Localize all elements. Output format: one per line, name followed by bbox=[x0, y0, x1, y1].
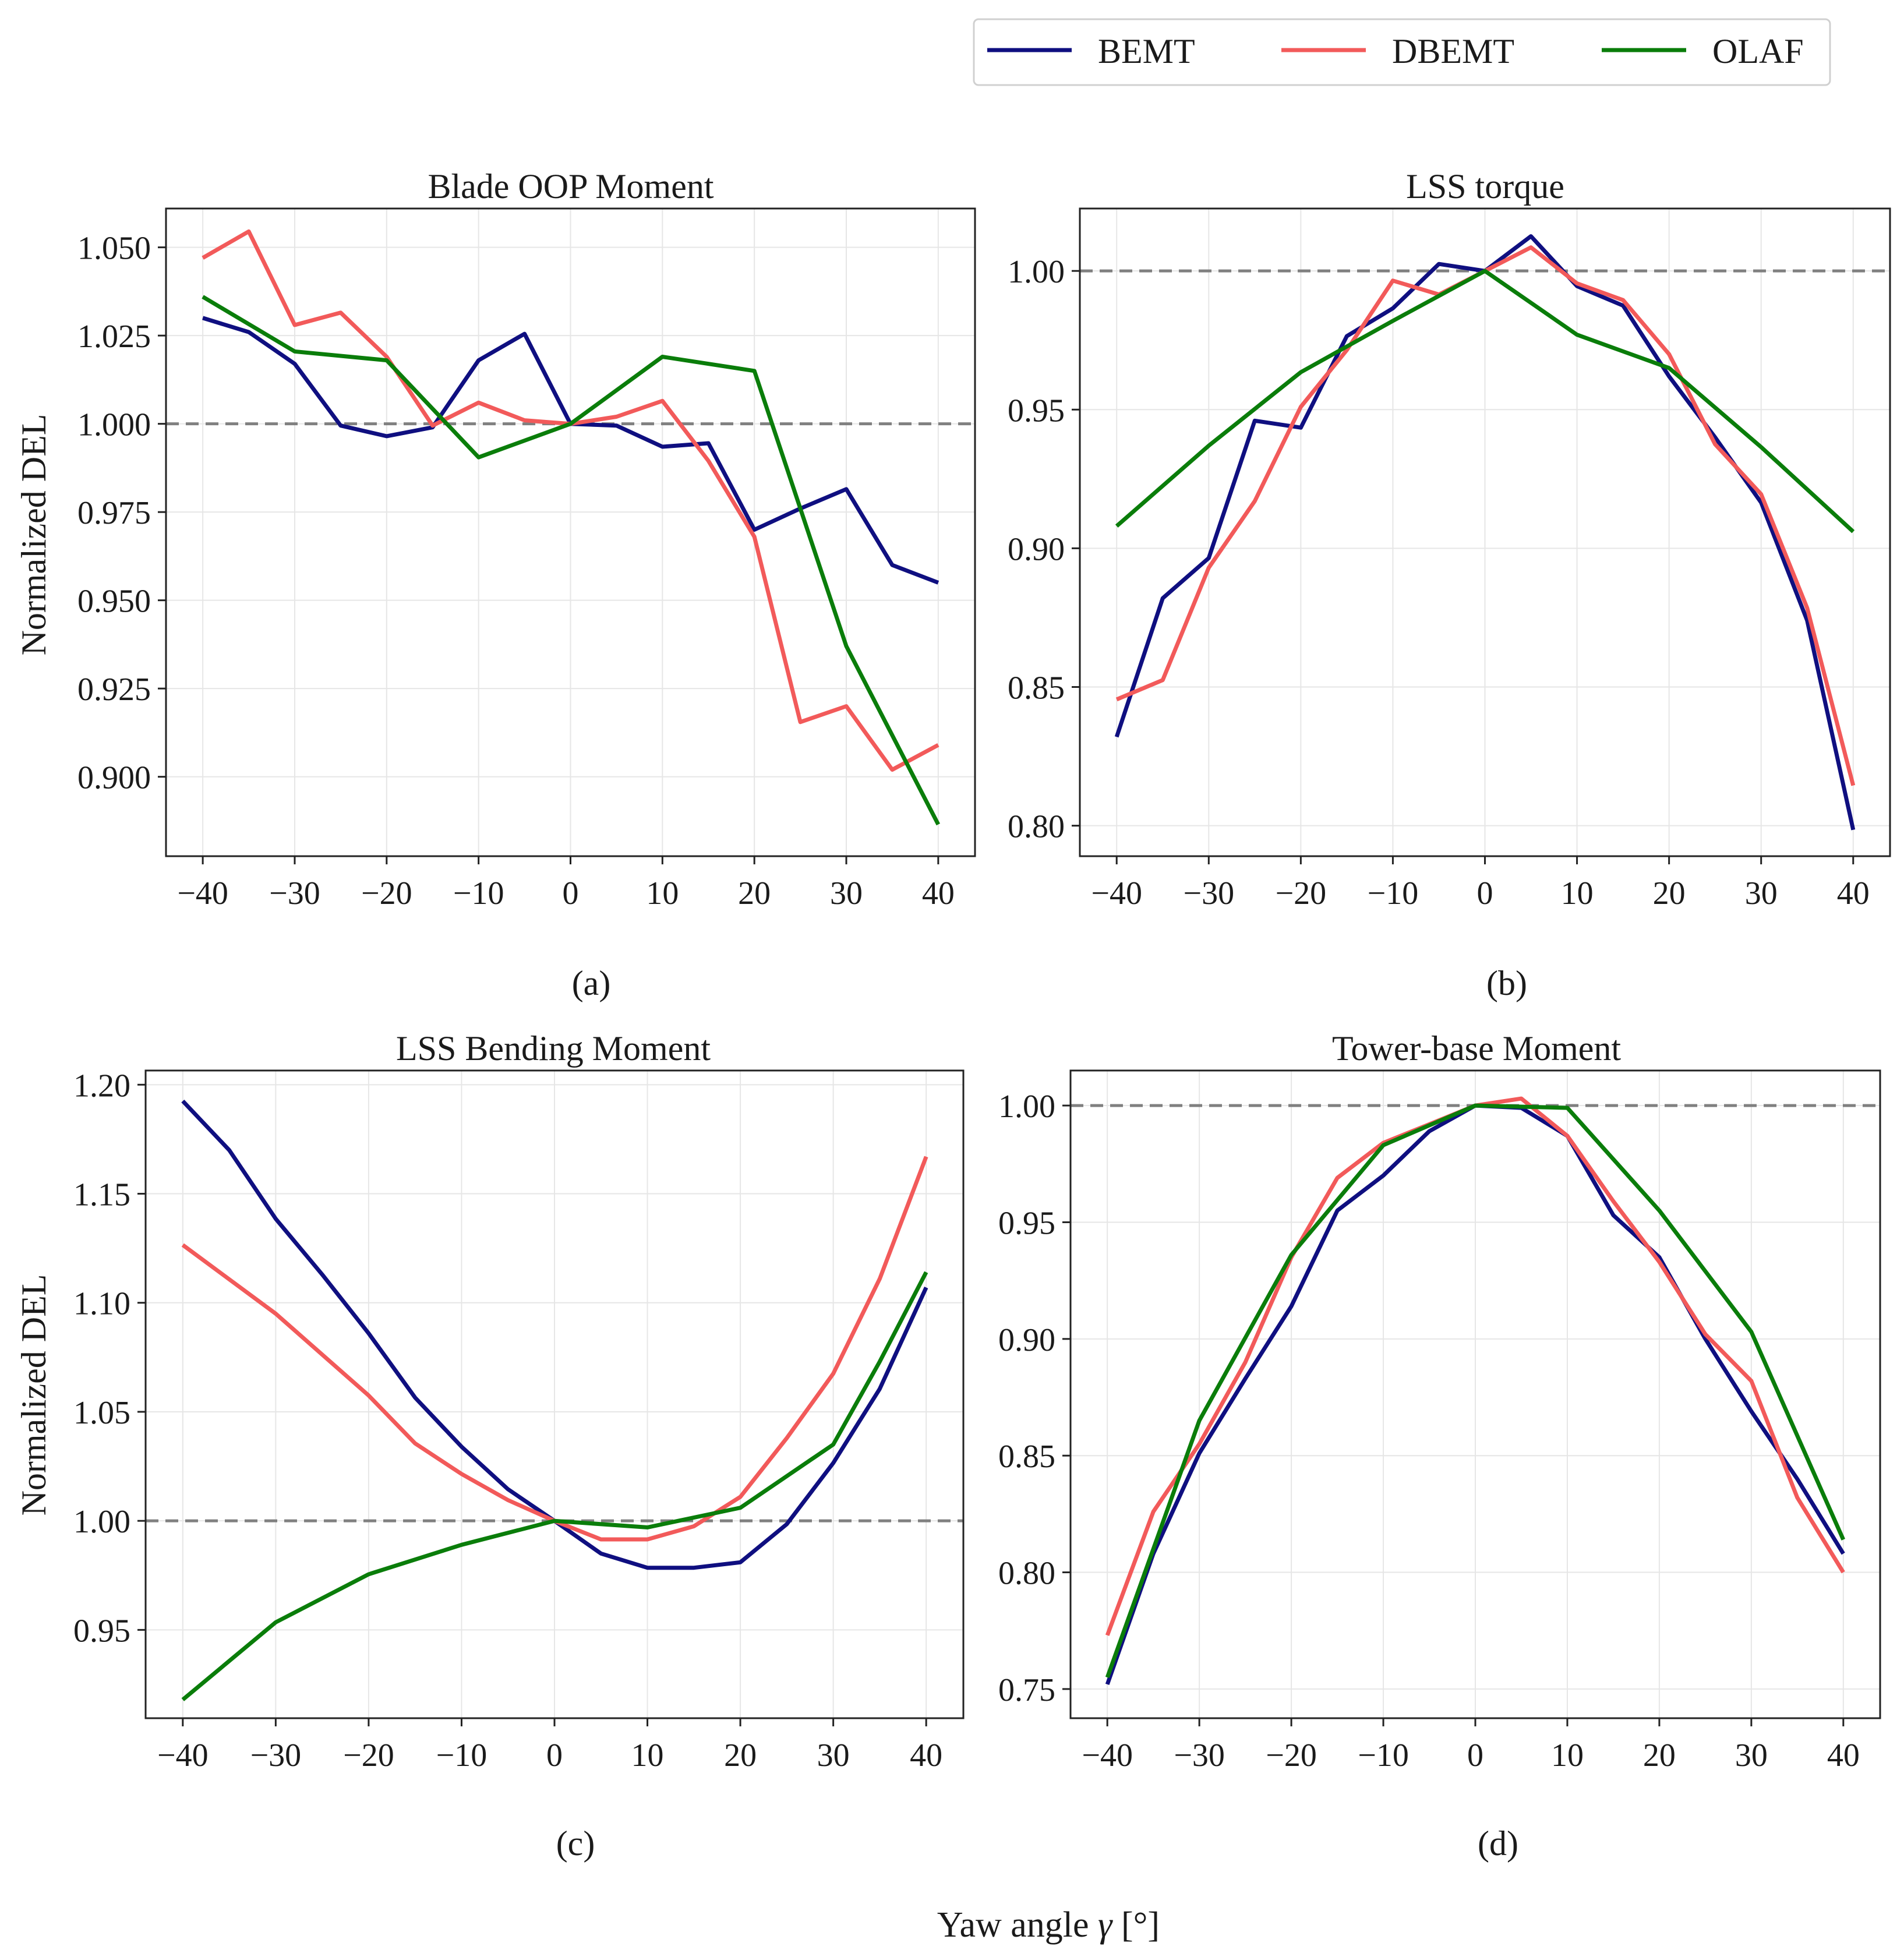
subplot-b-ytick-label-1: 0.85 bbox=[1008, 670, 1065, 706]
subplot-b-xtick-label-8: 40 bbox=[1837, 875, 1870, 912]
legend-label-dbemt: DBEMT bbox=[1392, 32, 1514, 70]
subplot-b-title: LSS torque bbox=[1406, 167, 1564, 206]
subplot-b-xtick-label-2: −20 bbox=[1276, 875, 1327, 912]
subplot-c-ytick-label-0: 0.95 bbox=[73, 1613, 130, 1649]
legend-box bbox=[973, 18, 1831, 86]
subplot-d-xtick-label-8: 40 bbox=[1827, 1737, 1860, 1774]
subplot-a-xtick-label-3: −10 bbox=[453, 875, 504, 912]
subplot-d-xtick-label-5: 10 bbox=[1551, 1737, 1584, 1774]
subplot-a-xtick-label-0: −40 bbox=[177, 875, 228, 912]
subplot-a-ytick-label-4: 1.000 bbox=[77, 407, 151, 443]
subplot-c-ytick-label-5: 1.20 bbox=[73, 1068, 130, 1104]
subplot-c-xtick-label-2: −20 bbox=[343, 1737, 394, 1774]
xlabel-prefix: Yaw angle bbox=[937, 1905, 1098, 1945]
subplot-d-xtick-label-3: −10 bbox=[1358, 1737, 1409, 1774]
subplot-c-xtick-label-1: −30 bbox=[250, 1737, 302, 1774]
subplot-b-xtick-label-6: 20 bbox=[1653, 875, 1686, 912]
legend-label-olaf: OLAF bbox=[1712, 32, 1804, 70]
subplot-c: LSS Bending Moment Normalized DEL −40 −30… bbox=[15, 1029, 965, 1863]
subplot-d-caption: (d) bbox=[1478, 1824, 1518, 1863]
subplot-a-ytick-label-2: 0.950 bbox=[77, 584, 151, 620]
subplot-b-xtick-label-7: 30 bbox=[1745, 875, 1778, 912]
subplot-c-series-olaf bbox=[181, 1271, 928, 1701]
xlabel-symbol: γ bbox=[1098, 1905, 1113, 1945]
subplot-a-caption: (a) bbox=[572, 964, 611, 1002]
subplot-b-xtick-label-3: −10 bbox=[1368, 875, 1419, 912]
subplot-a-xtick-label-5: 10 bbox=[646, 875, 679, 912]
subplot-b-xtick-label-1: −30 bbox=[1183, 875, 1234, 912]
subplot-d-xtick-label-2: −20 bbox=[1266, 1737, 1317, 1774]
subplot-d-xtick-label-6: 20 bbox=[1643, 1737, 1676, 1774]
subplot-a-xtick-label-4: 0 bbox=[563, 875, 579, 912]
subplot-d-xtick-label-0: −40 bbox=[1082, 1737, 1133, 1774]
subplot-c-caption: (c) bbox=[556, 1824, 595, 1863]
subplot-d-ytick-label-3: 0.90 bbox=[998, 1322, 1055, 1358]
subplot-a-ylabel: Normalized DEL bbox=[15, 414, 53, 656]
subplot-c-ylabel: Normalized DEL bbox=[15, 1274, 53, 1516]
subplot-d-xtick-label-1: −30 bbox=[1174, 1737, 1225, 1774]
subplot-d-ytick-label-1: 0.80 bbox=[998, 1556, 1055, 1592]
subplot-c-ytick-label-3: 1.10 bbox=[73, 1286, 130, 1322]
subplot-b-xtick-label-0: −40 bbox=[1091, 875, 1142, 912]
subplot-d-title: Tower-base Moment bbox=[1332, 1029, 1621, 1068]
subplot-b-series-olaf bbox=[1115, 269, 1855, 534]
legend: BEMT DBEMT OLAF bbox=[973, 18, 1831, 86]
subplot-c-ytick-label-2: 1.05 bbox=[73, 1395, 130, 1431]
subplot-a-ytick-label-0: 0.900 bbox=[77, 760, 151, 796]
subplot-b-ytick-label-3: 0.95 bbox=[1008, 393, 1065, 429]
subplot-a-ytick-label-5: 1.025 bbox=[77, 319, 151, 355]
subplot-c-xtick-label-4: 0 bbox=[546, 1737, 563, 1774]
xlabel-suffix: [°] bbox=[1112, 1905, 1160, 1945]
subplot-b: LSS torque −40 −30 −20 −10 0 10 20 30 40 0.80 0.85… bbox=[1008, 167, 1891, 1002]
subplot-b-ytick-label-0: 0.80 bbox=[1008, 809, 1065, 845]
subplot-c-xtick-label-3: −10 bbox=[436, 1737, 488, 1774]
subplot-a-plot: −40 −30 −20 −10 0 10 20 30 40 0.900 0.925 0.950 0.97… bbox=[77, 207, 976, 912]
subplot-d-xtick-label-4: 0 bbox=[1467, 1737, 1483, 1774]
subplot-b-xtick-label-4: 0 bbox=[1477, 875, 1493, 912]
subplot-a-title: Blade OOP Moment bbox=[428, 167, 713, 206]
subplot-d: Tower-base Moment −40 −30 −20 −10 0 10 20 30 40 0… bbox=[998, 1029, 1881, 1863]
subplot-d-ytick-label-0: 0.75 bbox=[998, 1672, 1055, 1708]
subplot-d-series-olaf bbox=[1105, 1103, 1846, 1679]
subplot-a-xtick-label-8: 40 bbox=[922, 875, 955, 912]
subplot-a-ytick-label-1: 0.925 bbox=[77, 672, 151, 708]
subplot-a: Blade OOP Moment Normalized DEL −40 −30 −2… bbox=[15, 167, 976, 1002]
subplot-c-xtick-label-8: 40 bbox=[910, 1737, 942, 1774]
subplot-c-title: LSS Bending Moment bbox=[396, 1029, 711, 1068]
subplot-b-plot: −40 −30 −20 −10 0 10 20 30 40 0.80 0.85 0.90 0.95 1.0… bbox=[1008, 207, 1891, 912]
subplot-c-series-dbemt bbox=[181, 1156, 928, 1542]
subplot-a-series-olaf bbox=[202, 295, 941, 826]
subplot-c-xtick-label-7: 30 bbox=[817, 1737, 850, 1774]
subplot-d-xtick-label-7: 30 bbox=[1735, 1737, 1768, 1774]
subplot-c-xtick-label-0: −40 bbox=[157, 1737, 209, 1774]
subplot-a-xtick-label-2: −20 bbox=[361, 875, 412, 912]
subplot-d-plot: −40 −30 −20 −10 0 10 20 30 40 0.75 0.80 0.85 0.90 0.9… bbox=[998, 1069, 1881, 1774]
subplot-d-ytick-label-4: 0.95 bbox=[998, 1205, 1055, 1241]
subplot-d-ytick-label-5: 1.00 bbox=[998, 1089, 1055, 1125]
subplot-c-ytick-label-4: 1.15 bbox=[73, 1177, 130, 1213]
subplot-a-xtick-label-1: −30 bbox=[269, 875, 320, 912]
subplot-c-xtick-label-5: 10 bbox=[631, 1737, 664, 1774]
subplot-c-xtick-label-6: 20 bbox=[724, 1737, 757, 1774]
subplot-a-ytick-label-6: 1.050 bbox=[77, 231, 151, 267]
subplot-c-ytick-label-1: 1.00 bbox=[73, 1504, 130, 1540]
subplot-c-plot: −40 −30 −20 −10 0 10 20 30 40 0.95 1.00 1.05 1.10 1.1… bbox=[73, 1068, 965, 1774]
subplot-a-ytick-label-3: 0.975 bbox=[77, 495, 151, 531]
legend-label-bemt: BEMT bbox=[1098, 32, 1195, 70]
subplot-d-ytick-label-2: 0.85 bbox=[998, 1439, 1055, 1475]
subplot-b-ytick-label-2: 0.90 bbox=[1008, 531, 1065, 567]
shared-xlabel: Yaw angle γ [°] bbox=[937, 1905, 1160, 1945]
subplot-b-caption: (b) bbox=[1486, 964, 1527, 1002]
subplot-b-ytick-label-4: 1.00 bbox=[1008, 254, 1065, 290]
subplot-a-xtick-label-7: 30 bbox=[830, 875, 863, 912]
subplot-a-xtick-label-6: 20 bbox=[738, 875, 771, 912]
subplot-b-xtick-label-5: 10 bbox=[1561, 875, 1594, 912]
